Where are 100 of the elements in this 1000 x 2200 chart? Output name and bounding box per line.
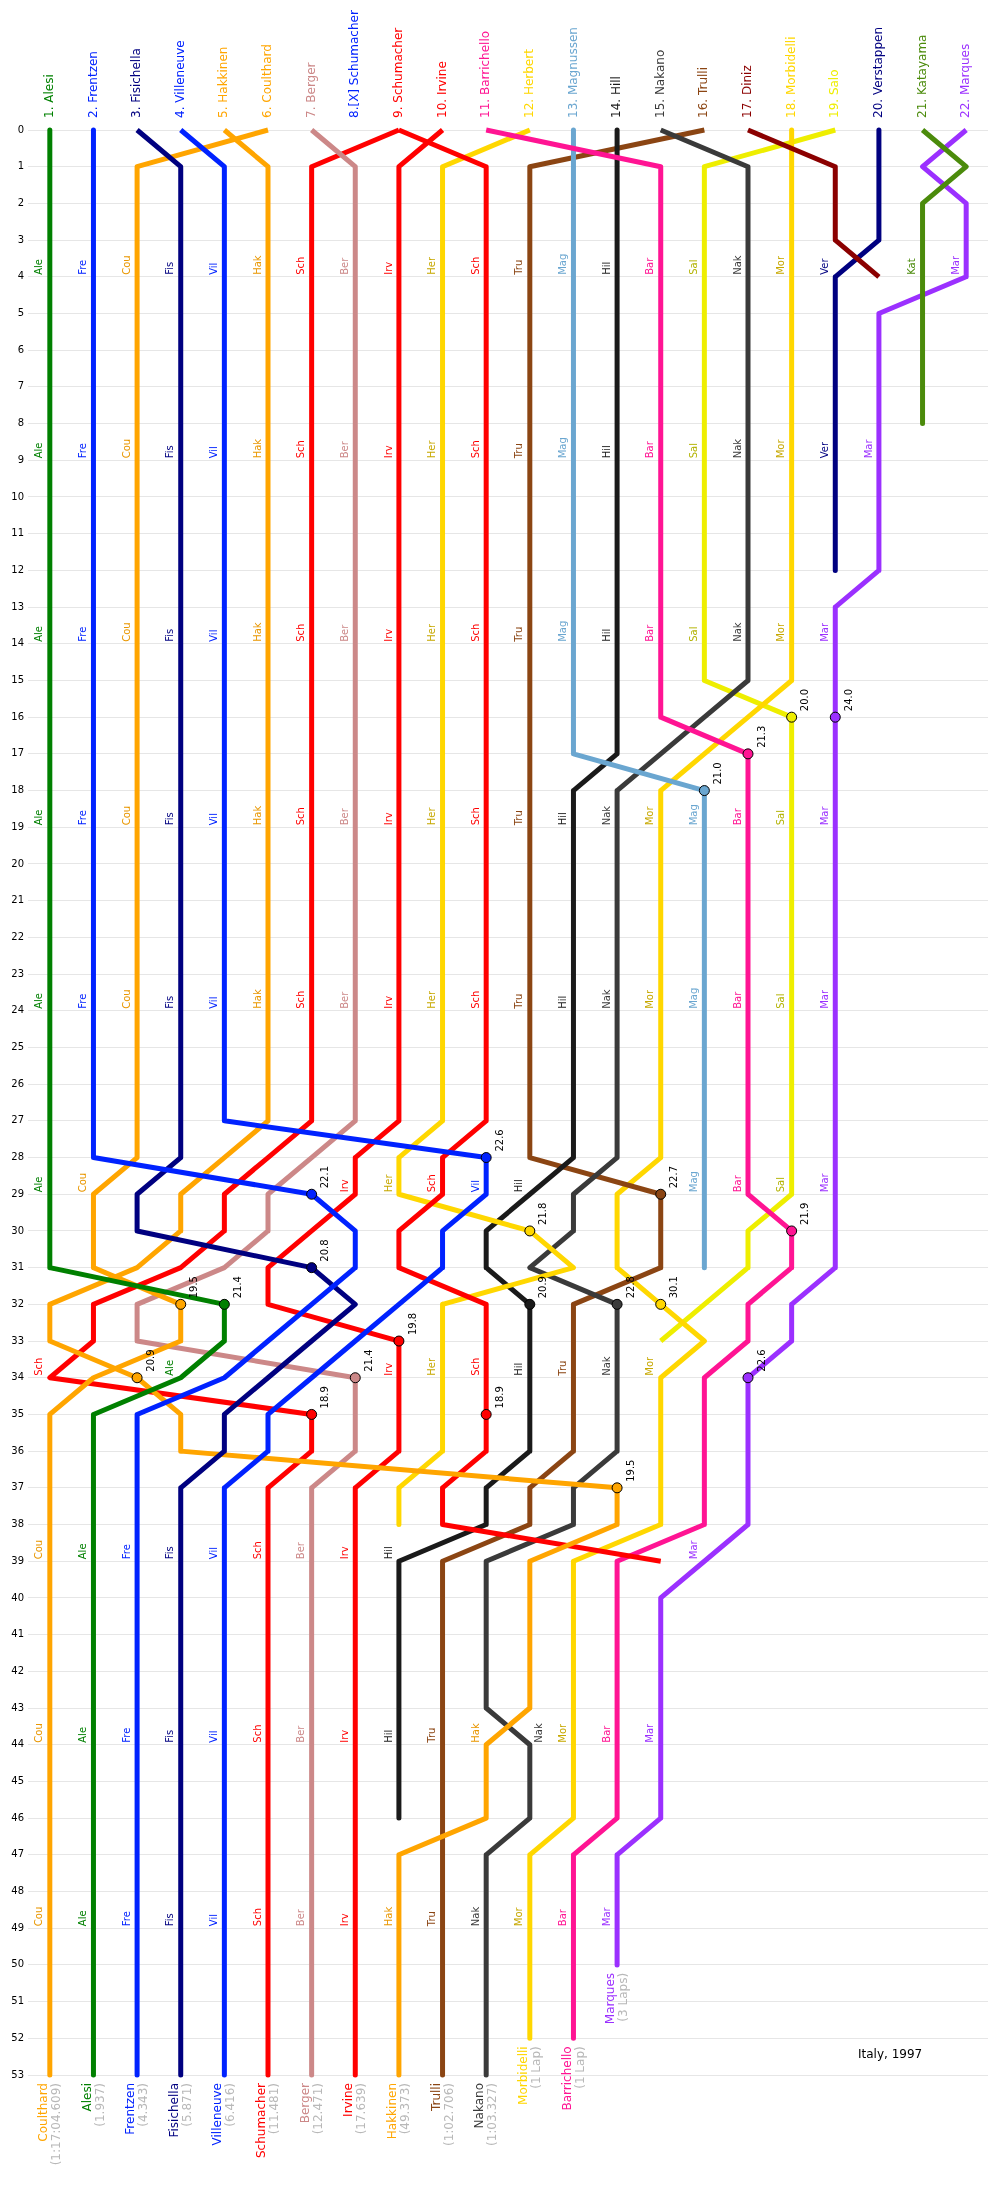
text: Bar [731, 808, 743, 826]
x-tick-label: 18. Morbidelli [783, 36, 798, 118]
text: Her [426, 256, 438, 275]
y-tick-label: 31 [11, 1261, 24, 1273]
y-tick-label: 39 [11, 1554, 24, 1566]
y-tick-label: 12 [11, 563, 24, 575]
annotation: Villeneuve (6.416) [210, 2083, 238, 2146]
y-tick-label: 36 [11, 1444, 24, 1456]
point [524, 1298, 536, 1310]
text: Her [426, 440, 438, 459]
y-tick-label: 5 [17, 307, 24, 319]
text: Vil [207, 1730, 219, 1743]
text: Ber [338, 808, 350, 826]
x-tick-label: 22. Marques [958, 43, 973, 118]
y-tick-label: 9 [17, 453, 24, 465]
y-tick-label: 2 [17, 196, 24, 208]
text: Vil [207, 1914, 219, 1927]
text: Irv [382, 261, 394, 275]
y-tick-label: 16 [11, 710, 24, 722]
text: Bar [731, 991, 743, 1009]
text: Sal [775, 1176, 787, 1193]
y-tick-label: 21 [11, 894, 24, 906]
point [524, 1225, 536, 1237]
x-tick-label: 11. Barrichello [478, 30, 493, 118]
text: Mag [687, 804, 699, 826]
annotation: 21.9 [799, 1202, 811, 1225]
point [306, 1262, 318, 1274]
y-tick-label: 0 [17, 123, 24, 135]
text: Fre [77, 443, 89, 459]
y-tick-label: 1 [17, 160, 24, 172]
text: Sal [775, 810, 787, 826]
x-tick-label: 5. Hakkinen [216, 46, 231, 118]
annotation: 21.0 [711, 762, 723, 785]
text: Mor [775, 439, 787, 459]
x-tick-label: 16. Trulli [696, 66, 711, 118]
y-tick-label: 38 [11, 1518, 24, 1530]
y-tick-label: 3 [17, 233, 24, 245]
y-tick-label: 25 [11, 1041, 24, 1053]
text: Hil [513, 1362, 525, 1376]
text: Sal [687, 259, 699, 275]
text: Nak [600, 1356, 612, 1376]
y-tick-label: 50 [11, 1958, 24, 1970]
text: Ber [295, 1725, 307, 1743]
x-tick-label: 1. Alesi [41, 74, 56, 118]
y-tick-label: 46 [11, 1811, 24, 1823]
y-tick-label: 28 [11, 1151, 24, 1163]
point [131, 1372, 143, 1384]
text: Mor [644, 989, 656, 1009]
text: Fis [164, 628, 176, 642]
annotation: 30.1 [668, 1276, 680, 1299]
text: Sch [295, 623, 307, 642]
text: Irv [382, 812, 394, 826]
text: Fre [120, 1911, 132, 1927]
x-tick-label: 13. Magnussen [565, 27, 580, 118]
text: Ver [818, 441, 830, 459]
x-tick-label: 12. Herbert [521, 48, 536, 118]
text: Nak [731, 438, 743, 459]
text: Tru [513, 993, 525, 1009]
point [611, 1482, 623, 1494]
point [306, 1188, 318, 1200]
text: Mag [557, 253, 569, 275]
text: Cou [33, 1723, 45, 1743]
text: Vil [207, 629, 219, 642]
y-tick-label: 18 [11, 784, 24, 796]
text: Cou [120, 989, 132, 1009]
point [786, 1225, 798, 1237]
annotation: 22.7 [668, 1165, 680, 1189]
text: Hak [251, 989, 263, 1009]
text: Bar [644, 624, 656, 642]
text: Hil [600, 445, 612, 459]
text: Sch [251, 1908, 263, 1927]
text: Ale [164, 1359, 176, 1376]
text: Fis [164, 995, 176, 1009]
text: Fis [164, 261, 176, 275]
point [306, 1408, 318, 1420]
annotation: 21.4 [362, 1349, 374, 1372]
text: Her [426, 990, 438, 1009]
text: Tru [513, 626, 525, 642]
x-tick-label: 21. Katayama [914, 34, 929, 118]
text: Irv [338, 1546, 350, 1560]
text: Ber [338, 991, 350, 1009]
text: Irv [382, 995, 394, 1009]
y-tick-label: 24 [11, 1004, 24, 1016]
text: Tru [513, 810, 525, 826]
text: Sch [469, 256, 481, 275]
text: Ale [33, 625, 45, 642]
text: Irv [382, 445, 394, 459]
y-tick-label: 47 [11, 1848, 24, 1860]
text: Ber [295, 1542, 307, 1560]
text: Sch [295, 440, 307, 459]
text: Mor [557, 1723, 569, 1743]
text: Vil [207, 813, 219, 826]
text: Mar [818, 622, 830, 642]
text: Fre [120, 1727, 132, 1743]
annotation: 22.6 [755, 1349, 767, 1372]
text: Tru [513, 259, 525, 275]
text: Hil [600, 628, 612, 642]
text: Tru [513, 443, 525, 459]
text: Cou [120, 255, 132, 275]
annotation: 22.8 [624, 1276, 636, 1299]
